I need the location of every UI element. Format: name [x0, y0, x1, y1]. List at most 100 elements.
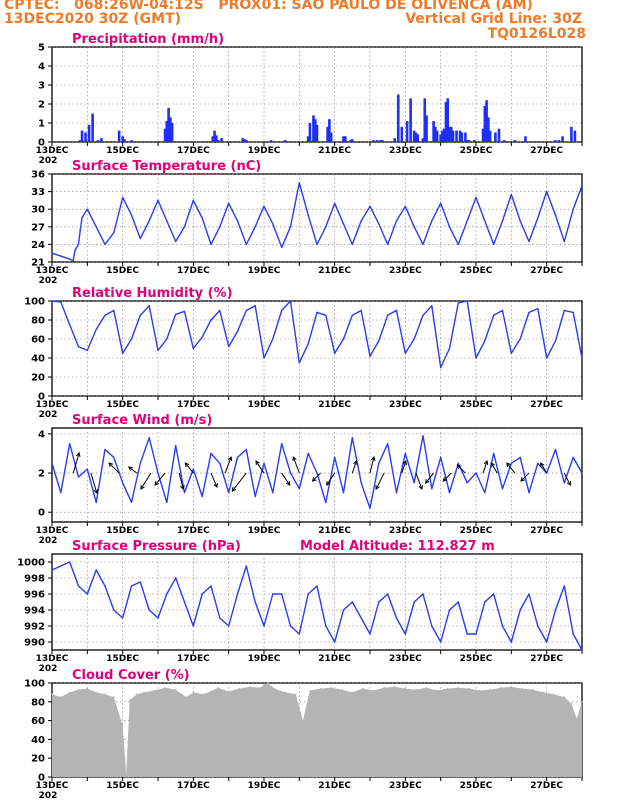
rh-point — [316, 311, 318, 314]
wind-point — [431, 488, 433, 490]
wind-point — [298, 488, 301, 490]
temp-point — [263, 205, 265, 207]
pres-point — [51, 569, 53, 571]
y-tick-label: 4 — [38, 429, 45, 440]
cloud-point — [489, 688, 491, 691]
pres-point — [148, 609, 150, 611]
temp-point — [413, 226, 415, 228]
cloud-point — [436, 689, 438, 692]
wind-point — [121, 482, 124, 484]
cloud-point — [319, 687, 322, 690]
cloud-point — [203, 693, 205, 696]
precip-bar — [414, 132, 418, 142]
precip-bar — [557, 140, 561, 142]
rh-point — [581, 357, 583, 359]
precip-bar — [494, 132, 497, 142]
rh-point — [157, 349, 159, 352]
wind-arrow-head — [227, 456, 233, 462]
precip-bar — [497, 128, 501, 142]
panel-frame — [51, 427, 583, 523]
wind-arrow — [563, 472, 571, 486]
rh-point — [404, 352, 407, 354]
rh-point — [245, 309, 248, 312]
rh-point — [289, 300, 292, 302]
precip-bar — [216, 140, 220, 142]
x-tick-label: 15DEC — [106, 400, 139, 410]
y-tick-label: 2 — [38, 469, 45, 480]
precip-bar — [96, 140, 100, 142]
y-tick-label: 5 — [38, 43, 45, 54]
header-grid-note: Vertical Grid Line: 30Z — [405, 11, 582, 27]
precip-bar — [328, 119, 331, 142]
wind-arrow-head — [490, 462, 495, 468]
precip-bar — [169, 117, 172, 142]
precip-bar — [467, 140, 471, 142]
precip-bar — [80, 130, 84, 142]
pres-point — [386, 593, 389, 595]
wind-point — [325, 501, 327, 504]
y-tick-label: 80 — [31, 316, 45, 327]
rh-point — [210, 319, 212, 321]
cloud-point — [499, 686, 502, 689]
temp-point — [395, 220, 398, 222]
temp-point — [466, 220, 468, 222]
precip-bar — [472, 140, 476, 142]
temp-point — [236, 220, 239, 222]
cloud-point — [478, 689, 481, 692]
wind-point — [201, 495, 203, 498]
pres-point — [236, 593, 239, 595]
temp-point — [422, 243, 424, 246]
temp-point — [113, 231, 115, 234]
wind-arrow — [482, 460, 488, 474]
rh-point — [484, 340, 486, 342]
rh-point — [86, 349, 89, 352]
wind-point — [219, 462, 221, 464]
y-tick-label: 3 — [38, 81, 45, 92]
rh-point — [121, 352, 124, 354]
cloud-point — [542, 691, 544, 694]
wind-point — [413, 482, 415, 484]
precip-bar — [393, 138, 397, 142]
cloud-point — [531, 688, 534, 691]
x-year-label: 202 — [39, 664, 58, 674]
wind-arrow — [72, 452, 80, 474]
temp-point — [519, 220, 521, 222]
precip-bar — [451, 130, 455, 142]
wind-point — [272, 491, 274, 494]
precip-bar — [241, 138, 245, 142]
pres-point — [121, 617, 124, 619]
temp-point — [316, 243, 318, 246]
cloud-point — [552, 693, 555, 696]
wind-arrow — [369, 456, 375, 474]
rh-point — [201, 336, 203, 338]
x-tick-label: 13DEC — [36, 146, 69, 156]
precip-bar — [464, 132, 467, 142]
wind-arrow-head — [154, 481, 159, 486]
pres-point — [219, 617, 221, 619]
temp-point — [210, 243, 212, 246]
pres-point — [457, 601, 460, 603]
wind-point — [563, 482, 566, 484]
pres-point — [475, 633, 477, 635]
pres-point — [316, 585, 318, 587]
temp-point — [448, 226, 451, 228]
temp-point — [351, 243, 354, 246]
cloud-point — [68, 691, 71, 694]
wind-arrow — [326, 472, 336, 486]
rh-point — [386, 314, 389, 316]
wind-arrow-head — [255, 460, 260, 466]
precip-bar — [211, 136, 215, 142]
wind-arrow-head — [108, 462, 114, 468]
rh-point — [280, 309, 283, 312]
cloud-point — [77, 688, 80, 691]
panel-pres: 990 992 994 996 998 1000 13DEC 15DEC 17DEC 19DEC 2… — [17, 539, 583, 674]
precip-bar — [570, 126, 573, 142]
precip-bar — [409, 98, 412, 142]
x-tick-label: 23DEC — [389, 526, 422, 536]
wind-point — [448, 491, 451, 494]
rh-point — [60, 301, 62, 303]
temp-point — [457, 243, 460, 246]
wind-arrow-head — [375, 485, 380, 490]
precip-bar — [351, 139, 354, 142]
wind-arrow — [312, 472, 321, 482]
